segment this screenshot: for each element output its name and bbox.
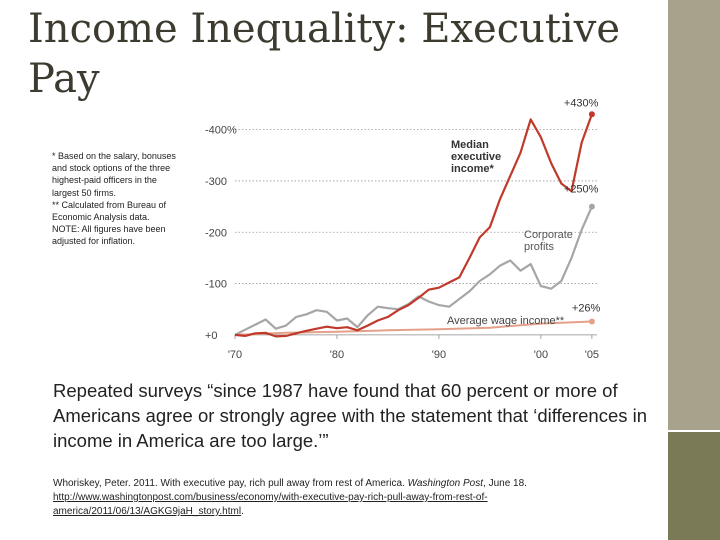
chart-background xyxy=(205,90,615,362)
x-tick-label: '00 xyxy=(534,349,548,361)
series-end-point-executive xyxy=(588,111,595,118)
y-tick-label: -100 xyxy=(205,279,227,291)
citation-end: . xyxy=(241,506,244,517)
series-line-executive xyxy=(234,113,593,338)
citation-journal: Washington Post xyxy=(407,478,484,489)
annotation-executive: income* xyxy=(451,163,495,175)
x-tick-label: '05 xyxy=(585,349,599,361)
annotation-executive: executive xyxy=(451,151,501,163)
y-tick-label: -400% xyxy=(205,125,237,137)
income-chart: +0 -100 -200 -300 -400% '70 '80 '90 '00 '05 +430%… xyxy=(205,90,615,362)
survey-quote: Repeated surveys “since 1987 have found … xyxy=(53,380,648,451)
series-end-label-profits: +250% xyxy=(564,184,599,196)
y-tick-label: -200 xyxy=(205,227,227,239)
citation-date: , June 18. xyxy=(483,478,527,489)
citation: Whoriskey, Peter. 2011. With executive p… xyxy=(53,477,653,519)
footnote-inflation: NOTE: All figures have been adjusted for… xyxy=(52,224,166,247)
series-end-point-wages xyxy=(588,318,595,325)
y-tick-label: +0 xyxy=(205,330,218,342)
slide-title: Income Inequality: Executive Pay xyxy=(28,6,620,102)
footnote-wages: ** Calculated from Bureau of Economic An… xyxy=(52,199,167,223)
annotation-executive: Median xyxy=(451,139,489,151)
annotation-profits: Corporate xyxy=(524,229,573,241)
citation-text: Whoriskey, Peter. 2011. With executive p… xyxy=(53,478,408,489)
series-end-point-profits xyxy=(588,203,595,210)
x-tick-label: '80 xyxy=(330,349,344,361)
annotation-profits: profits xyxy=(524,241,554,253)
sidebar-accent-band xyxy=(668,432,720,540)
citation-link[interactable]: http://www.washingtonpost.com/business/e… xyxy=(53,492,488,517)
chart-lines xyxy=(234,111,595,338)
x-tick-label: '70 xyxy=(228,349,242,361)
series-end-label-wages: +26% xyxy=(572,303,601,315)
footnote-executive: * Based on the salary, bonuses and stock… xyxy=(52,151,176,198)
x-tick-label: '90 xyxy=(432,349,446,361)
series-end-label-executive: +430% xyxy=(564,97,599,109)
y-tick-label: -300 xyxy=(205,176,227,188)
sidebar-divider xyxy=(668,430,720,432)
chart-grid: +0 -100 -200 -300 -400% '70 '80 '90 '00 '05 xyxy=(205,125,599,361)
chart-footnotes: * Based on the salary, bonuses and stock… xyxy=(52,150,180,248)
annotation-wages: Average wage income** xyxy=(447,315,565,327)
